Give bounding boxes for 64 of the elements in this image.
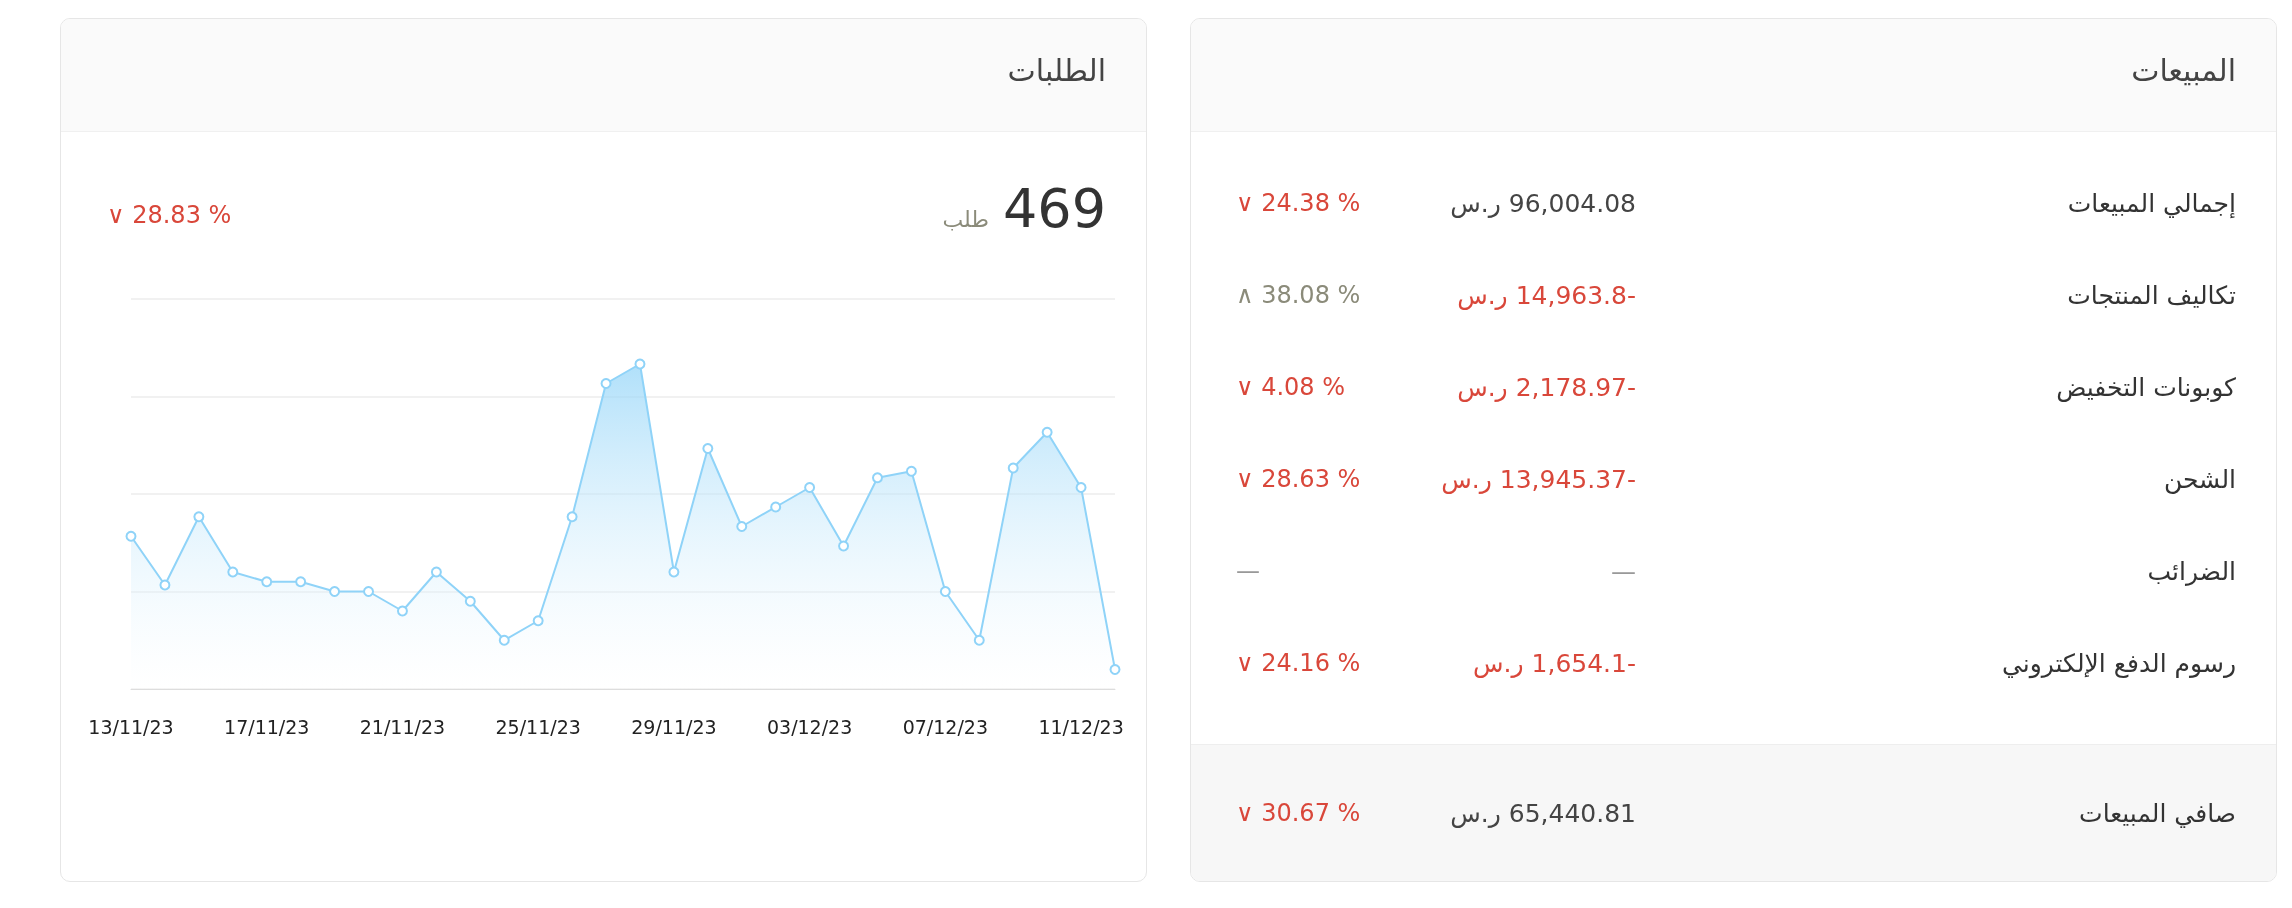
point <box>396 605 408 617</box>
point <box>973 634 985 646</box>
text: -13,945.37 ر.س <box>1441 465 1636 494</box>
text: 65,440.81 ر.س <box>1450 799 1636 828</box>
point <box>905 465 917 477</box>
point <box>227 566 239 578</box>
text: ∨ 28.63 % <box>1236 465 1361 493</box>
point <box>125 530 137 542</box>
point <box>363 586 375 597</box>
x-tick-label: 07/12/23 <box>902 715 989 738</box>
text: المبيعات <box>2131 53 2236 88</box>
point <box>566 511 578 523</box>
text: رسوم الدفع الإلكتروني <box>2001 649 2236 678</box>
x-tick-label: 17/11/23 <box>224 715 310 738</box>
text: إجمالي المبيعات <box>2067 189 2236 218</box>
point <box>261 576 273 588</box>
x-tick-label: 11/12/23 <box>1038 715 1124 738</box>
point <box>736 521 748 532</box>
text: طلب <box>942 207 989 232</box>
x-tick-label: 29/11/23 <box>631 715 717 738</box>
text: تكاليف المنتجات <box>2067 281 2236 310</box>
text: الشحن <box>2163 465 2236 494</box>
point <box>600 378 612 389</box>
point <box>770 501 782 513</box>
x-tick-label: 13/11/23 <box>88 715 174 738</box>
point <box>430 566 442 578</box>
text: 96,004.08 ر.س <box>1450 189 1636 218</box>
text: كوبونات التخفيض <box>2056 373 2236 402</box>
point <box>838 540 850 552</box>
point <box>1109 664 1121 675</box>
text: ∨ 28.83 % <box>107 201 232 229</box>
text: -2,178.97 ر.س <box>1457 373 1636 402</box>
chart-title: الطلبات <box>1007 53 1106 88</box>
text: 469 <box>1002 177 1106 240</box>
point <box>193 511 205 523</box>
point <box>1041 426 1053 438</box>
point <box>498 634 510 646</box>
point <box>159 579 171 591</box>
point <box>532 615 544 627</box>
text: ∨ 4.08 % <box>1236 373 1346 401</box>
point <box>1075 482 1087 493</box>
point <box>295 576 307 588</box>
x-tick-label: 03/12/23 <box>766 715 853 738</box>
point <box>702 443 714 454</box>
point <box>804 482 816 493</box>
text: — <box>1236 557 1260 585</box>
text: -1,654.1 ر.س <box>1473 649 1636 678</box>
point <box>871 472 883 484</box>
text: -14,963.8 ر.س <box>1457 281 1636 310</box>
text: ∧ 38.08 % <box>1236 281 1361 309</box>
point <box>464 595 476 607</box>
text: الضرائب <box>2147 557 2236 586</box>
text: صافي المبيعات <box>2079 799 2236 828</box>
point <box>329 586 341 597</box>
point <box>1007 462 1019 474</box>
text: ∨ 24.16 % <box>1236 649 1361 677</box>
point <box>634 358 646 370</box>
text: ∨ 24.38 % <box>1236 189 1361 217</box>
x-tick-label: 21/11/23 <box>359 715 446 738</box>
x-tick-label: 25/11/23 <box>495 715 581 738</box>
text: — <box>1611 557 1636 586</box>
point <box>939 586 951 597</box>
point <box>668 566 680 578</box>
text: ∨ 30.67 % <box>1236 799 1361 827</box>
